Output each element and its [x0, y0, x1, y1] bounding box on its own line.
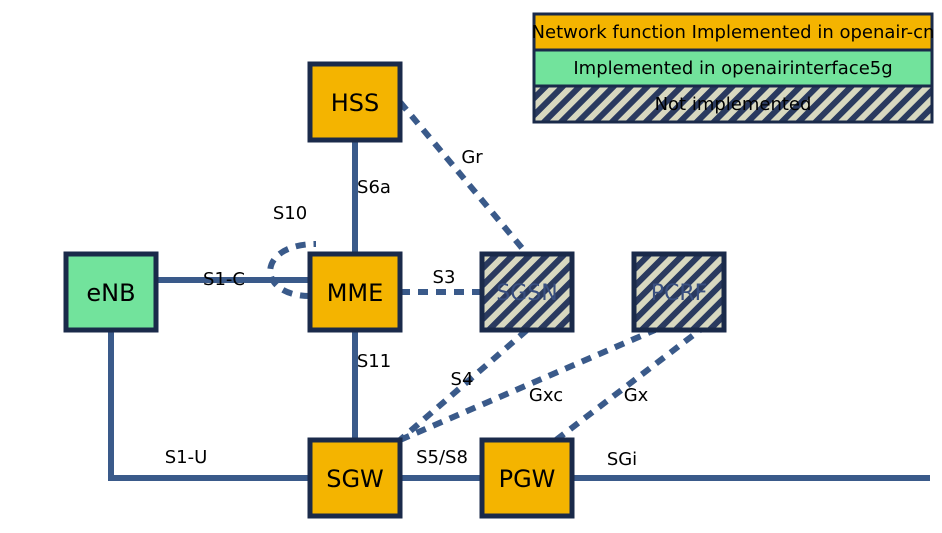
- legend-label-1: Implemented in openairinterface5g: [573, 58, 892, 79]
- legend-layer: Network function Implemented in openair-…: [532, 14, 935, 122]
- edge-label-s4: S4: [451, 369, 474, 390]
- edge-label-s5s8: S5/S8: [416, 447, 468, 468]
- edge-label-s10: S10: [273, 203, 307, 224]
- node-label-hss: HSS: [331, 89, 380, 117]
- edge-label-gxc: Gxc: [529, 385, 563, 406]
- edge-label-s1c: S1-C: [203, 269, 245, 290]
- edge-label-sgi: SGi: [607, 449, 637, 470]
- node-label-sgw: SGW: [326, 465, 384, 493]
- edge-gxc: [400, 330, 655, 440]
- legend-label-0: Network function Implemented in openair-…: [532, 22, 935, 43]
- node-label-sgsn: SGSN: [496, 281, 557, 306]
- edge-label-s11: S11: [357, 351, 391, 372]
- network-diagram: HSS eNB MME SGW PGW SGSN PCRF S6a S11 S10 S1-C S1-…: [0, 0, 942, 533]
- node-label-pgw: PGW: [499, 465, 556, 493]
- edge-label-gr: Gr: [461, 147, 483, 168]
- edge-label-s6a: S6a: [357, 177, 391, 198]
- legend-label-2: Not implemented: [655, 94, 812, 115]
- edge-label-s3: S3: [433, 267, 456, 288]
- node-label-enb: eNB: [86, 279, 135, 307]
- node-label-mme: MME: [327, 279, 384, 307]
- edge-s1u: [111, 330, 310, 478]
- edge-label-s1u: S1-U: [165, 447, 208, 468]
- node-label-pcrf: PCRF: [651, 281, 708, 306]
- edge-label-gx: Gx: [624, 385, 649, 406]
- edge-gr: [400, 102, 527, 254]
